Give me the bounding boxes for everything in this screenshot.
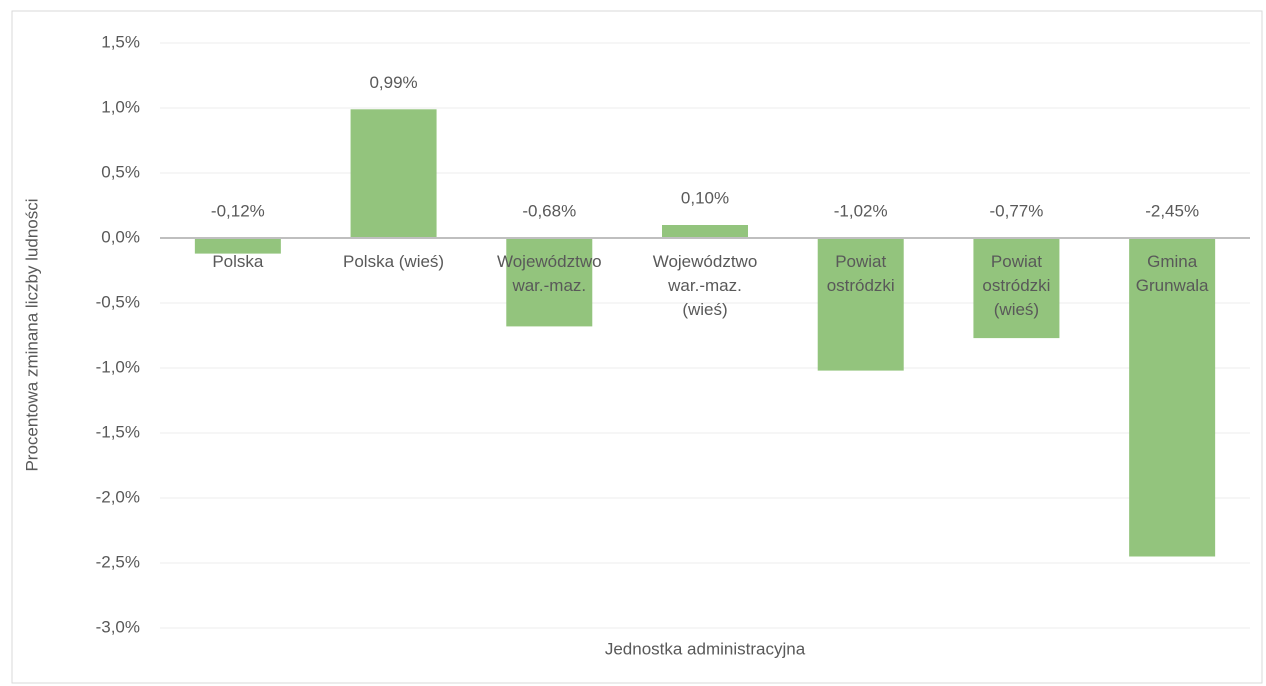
y-tick-label: -2,5% xyxy=(96,552,140,571)
bar xyxy=(194,238,281,254)
y-tick-label: 1,5% xyxy=(101,32,140,51)
x-axis-title: Jednostka administracyjna xyxy=(605,639,806,658)
bar xyxy=(1129,238,1216,557)
y-tick-label: -1,5% xyxy=(96,422,140,441)
bar xyxy=(506,238,593,327)
y-tick-label: -0,5% xyxy=(96,292,140,311)
x-tick-label: Polska (wieś) xyxy=(343,252,445,271)
x-tick-label: Powiat ostródzki (wieś) xyxy=(982,252,1051,319)
y-tick-label: 0,0% xyxy=(101,227,140,246)
data-label: -1,02% xyxy=(834,201,888,220)
x-tick-label: Polska xyxy=(212,252,264,271)
data-label: 0,99% xyxy=(369,73,417,92)
y-tick-label: -1,0% xyxy=(96,357,140,376)
bar xyxy=(350,109,437,238)
data-label: 0,10% xyxy=(681,188,729,207)
chart-border xyxy=(11,10,1263,684)
x-tick-label: Województwo war.-maz. (wieś) xyxy=(652,252,758,319)
x-tick-label: Województwo war.-maz. xyxy=(496,252,602,295)
bar xyxy=(817,238,904,371)
data-label: -0,77% xyxy=(989,201,1043,220)
y-tick-label: 1,0% xyxy=(101,97,140,116)
data-label: -2,45% xyxy=(1145,201,1199,220)
x-tick-label: Gmina Grunwala xyxy=(1135,252,1209,295)
data-label: -0,12% xyxy=(211,201,265,220)
x-tick-label: Powiat ostródzki xyxy=(826,252,895,295)
y-axis-title: Procentowa zminana liczby ludności xyxy=(22,198,41,471)
y-tick-label: -3,0% xyxy=(96,617,140,636)
y-tick-label: 0,5% xyxy=(101,162,140,181)
y-tick-label: -2,0% xyxy=(96,487,140,506)
data-label: -0,68% xyxy=(522,201,576,220)
bar xyxy=(662,225,748,238)
bar xyxy=(973,238,1060,339)
